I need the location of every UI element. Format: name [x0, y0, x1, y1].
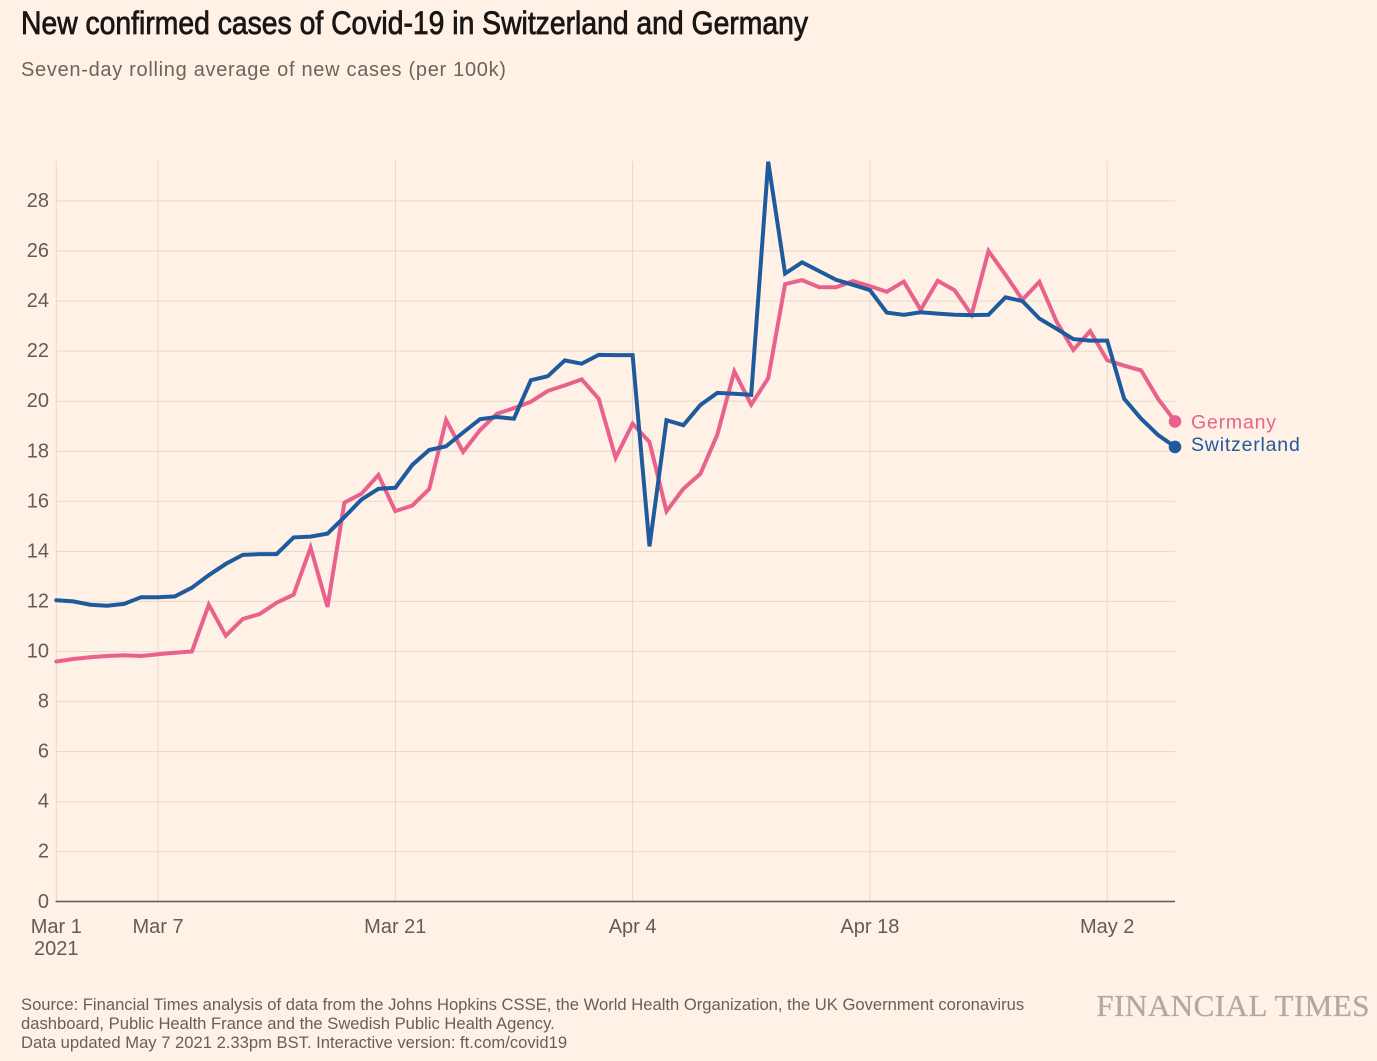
- svg-text:Switzerland: Switzerland: [1191, 434, 1301, 456]
- svg-text:10: 10: [27, 641, 49, 663]
- svg-text:24: 24: [27, 290, 49, 312]
- svg-text:Mar 7: Mar 7: [132, 916, 183, 938]
- svg-text:22: 22: [27, 340, 49, 362]
- svg-text:2: 2: [38, 841, 49, 863]
- svg-text:Apr 4: Apr 4: [609, 916, 657, 938]
- svg-text:20: 20: [27, 390, 49, 412]
- svg-text:18: 18: [27, 440, 49, 462]
- svg-text:6: 6: [38, 741, 49, 763]
- svg-text:28: 28: [27, 190, 49, 212]
- svg-text:26: 26: [27, 240, 49, 262]
- svg-text:4: 4: [38, 791, 49, 813]
- svg-text:14: 14: [27, 540, 49, 562]
- svg-text:16: 16: [27, 490, 49, 512]
- svg-text:8: 8: [38, 691, 49, 713]
- svg-text:2021: 2021: [34, 938, 79, 960]
- svg-text:Mar 1: Mar 1: [31, 916, 82, 938]
- svg-text:May 2: May 2: [1080, 916, 1134, 938]
- svg-text:12: 12: [27, 590, 49, 612]
- svg-text:0: 0: [38, 891, 49, 913]
- svg-text:Apr 18: Apr 18: [840, 916, 899, 938]
- svg-text:Germany: Germany: [1191, 411, 1277, 433]
- svg-text:Mar 21: Mar 21: [364, 916, 426, 938]
